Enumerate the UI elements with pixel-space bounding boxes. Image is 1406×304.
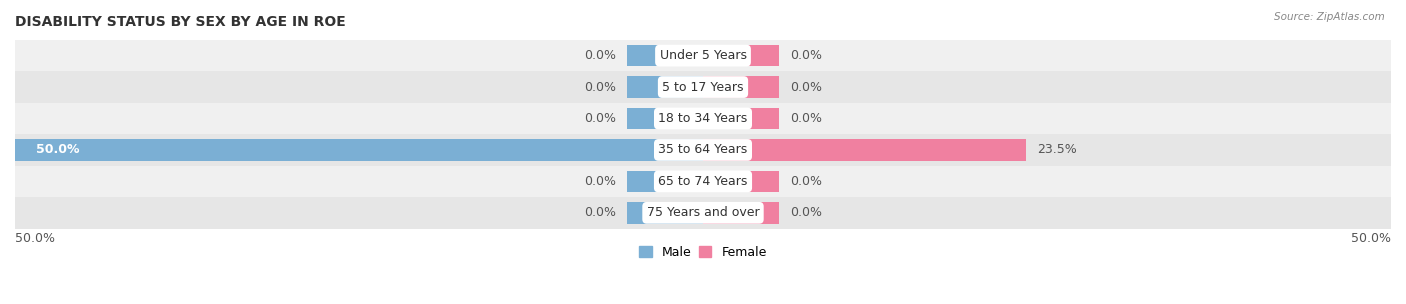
Text: DISABILITY STATUS BY SEX BY AGE IN ROE: DISABILITY STATUS BY SEX BY AGE IN ROE bbox=[15, 15, 346, 29]
Bar bbox=[703, 139, 1026, 161]
Text: Under 5 Years: Under 5 Years bbox=[659, 49, 747, 62]
Bar bbox=[627, 76, 703, 98]
Text: 50.0%: 50.0% bbox=[35, 143, 79, 157]
Bar bbox=[15, 166, 1391, 197]
Bar bbox=[15, 139, 703, 161]
Bar bbox=[15, 103, 1391, 134]
Text: 18 to 34 Years: 18 to 34 Years bbox=[658, 112, 748, 125]
Bar bbox=[15, 71, 1391, 103]
Text: 50.0%: 50.0% bbox=[15, 232, 55, 245]
Text: 0.0%: 0.0% bbox=[790, 81, 821, 94]
Text: 0.0%: 0.0% bbox=[585, 175, 616, 188]
Text: 0.0%: 0.0% bbox=[585, 206, 616, 219]
Bar bbox=[15, 197, 1391, 229]
Bar bbox=[627, 171, 703, 192]
Text: 75 Years and over: 75 Years and over bbox=[647, 206, 759, 219]
Text: 0.0%: 0.0% bbox=[585, 49, 616, 62]
Bar bbox=[15, 134, 1391, 166]
Text: 0.0%: 0.0% bbox=[790, 112, 821, 125]
Bar bbox=[627, 108, 703, 129]
Text: 50.0%: 50.0% bbox=[1351, 232, 1391, 245]
Text: 0.0%: 0.0% bbox=[585, 81, 616, 94]
Bar bbox=[703, 76, 779, 98]
Bar bbox=[703, 171, 779, 192]
Bar bbox=[703, 202, 779, 223]
Text: 23.5%: 23.5% bbox=[1038, 143, 1077, 157]
Text: 65 to 74 Years: 65 to 74 Years bbox=[658, 175, 748, 188]
Text: 5 to 17 Years: 5 to 17 Years bbox=[662, 81, 744, 94]
Legend: Male, Female: Male, Female bbox=[634, 241, 772, 264]
Bar bbox=[627, 202, 703, 223]
Text: 0.0%: 0.0% bbox=[585, 112, 616, 125]
Bar bbox=[15, 40, 1391, 71]
Text: 0.0%: 0.0% bbox=[790, 206, 821, 219]
Text: 35 to 64 Years: 35 to 64 Years bbox=[658, 143, 748, 157]
Text: 0.0%: 0.0% bbox=[790, 49, 821, 62]
Bar bbox=[703, 108, 779, 129]
Bar bbox=[703, 45, 779, 66]
Text: 0.0%: 0.0% bbox=[790, 175, 821, 188]
Text: Source: ZipAtlas.com: Source: ZipAtlas.com bbox=[1274, 12, 1385, 22]
Bar bbox=[627, 45, 703, 66]
